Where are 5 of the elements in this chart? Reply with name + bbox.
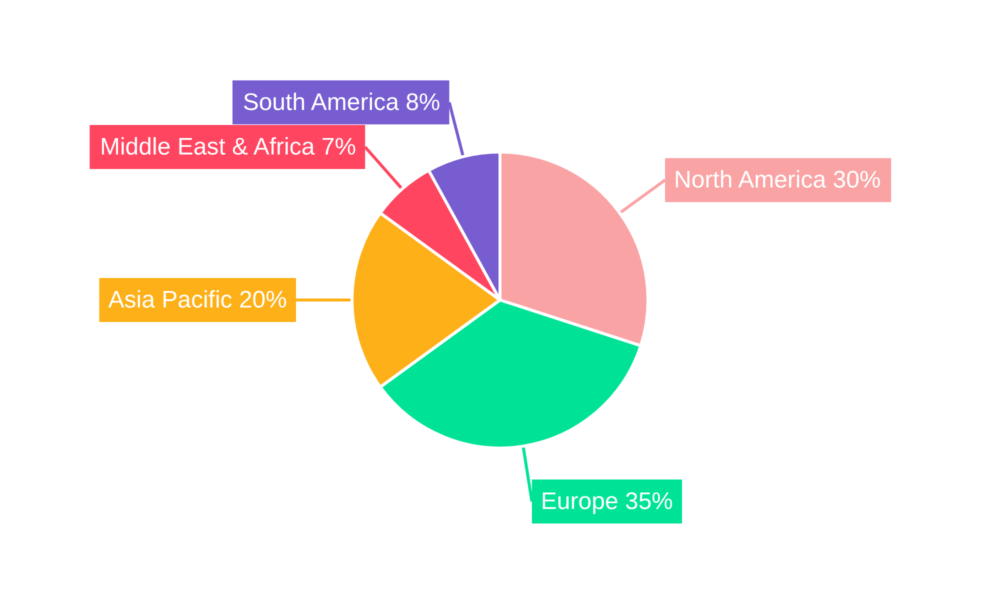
slice-label: North America 30% — [674, 166, 881, 194]
slice-label: Europe 35% — [540, 488, 674, 515]
slice-label: Asia Pacific 20% — [108, 286, 287, 314]
slice-label: Middle East & Africa 7% — [100, 133, 356, 160]
slice-label: South America 8% — [242, 88, 440, 116]
